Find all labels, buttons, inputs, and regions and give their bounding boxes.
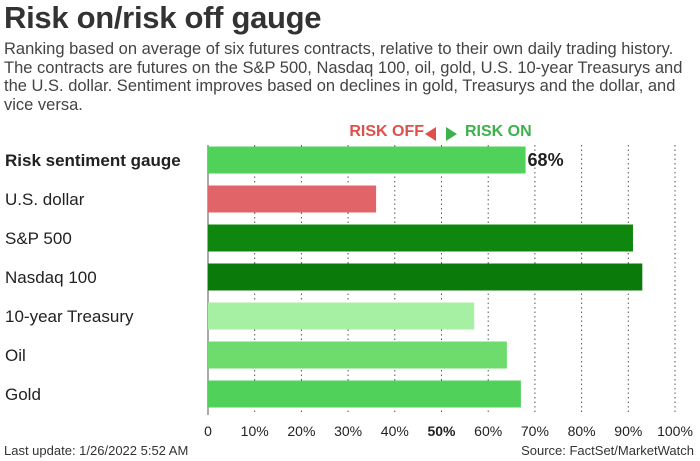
x-tick-label: 60% — [474, 423, 502, 439]
category-label: U.S. dollar — [5, 190, 85, 209]
bar — [208, 185, 377, 213]
legend-risk-off-label: RISK OFF — [349, 123, 424, 140]
x-tick-label: 80% — [568, 423, 596, 439]
chart-subtitle: Ranking based on average of six futures … — [4, 40, 683, 114]
bar — [208, 380, 521, 408]
category-label: 10-year Treasury — [5, 307, 134, 326]
x-tick-label: 70% — [521, 423, 549, 439]
category-label: S&P 500 — [5, 229, 72, 248]
x-tick-label: 20% — [287, 423, 315, 439]
legend-risk-on-label: RISK ON — [465, 123, 532, 140]
chart-title: Risk on/risk off gauge — [4, 0, 322, 35]
triangle-right-icon — [446, 127, 457, 141]
x-tick-label: 100% — [657, 423, 693, 439]
x-tick-label: 10% — [241, 423, 269, 439]
category-label: Nasdaq 100 — [5, 268, 97, 287]
risk-legend: RISK OFF RISK ON — [0, 123, 700, 145]
x-tick-label: 40% — [381, 423, 409, 439]
bar — [208, 224, 633, 252]
data-label: 68% — [528, 150, 564, 170]
source-note: Source: FactSet/MarketWatch — [521, 443, 694, 458]
x-tick-label: 90% — [614, 423, 642, 439]
x-tick-label: 50% — [427, 423, 456, 439]
last-update-note: Last update: 1/26/2022 5:52 AM — [4, 443, 189, 458]
x-tick-label: 30% — [334, 423, 362, 439]
category-label: Oil — [5, 346, 26, 365]
triangle-left-icon — [425, 127, 436, 141]
bar — [208, 146, 526, 174]
bar — [208, 302, 475, 330]
category-label: Risk sentiment gauge — [5, 151, 181, 170]
x-tick-label: 0 — [204, 423, 212, 439]
bar — [208, 263, 643, 291]
bar — [208, 341, 507, 369]
category-label: Gold — [5, 385, 41, 404]
